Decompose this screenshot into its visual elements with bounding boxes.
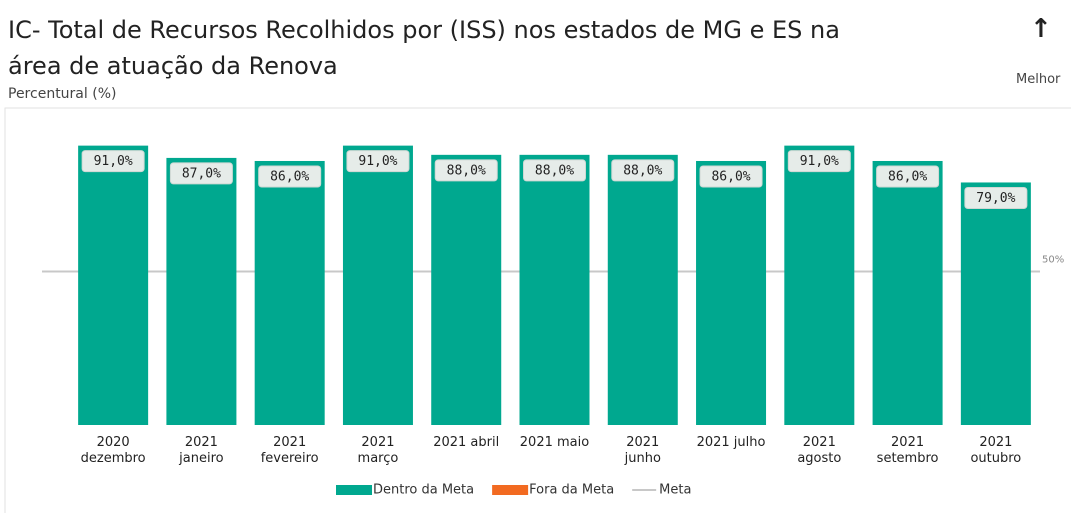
x-tick-label: 2020 dezembro: [80, 435, 146, 466]
bar: [254, 160, 325, 426]
label-box: [699, 165, 763, 188]
x-tick-label: 2021 fevereiro: [260, 435, 319, 466]
legend-swatch: [492, 485, 529, 495]
bar: [960, 182, 1031, 425]
label-box: [81, 150, 145, 173]
data-label: 87,0%: [182, 166, 221, 181]
x-tick-label: 2021 março: [357, 435, 399, 466]
bar: [519, 154, 590, 425]
data-label: 91,0%: [358, 154, 397, 169]
x-tick-label: 2021 junho: [624, 435, 661, 466]
direction-arrow: ↑: [1030, 14, 1052, 44]
data-label: 91,0%: [94, 154, 133, 169]
data-label: 88,0%: [447, 163, 486, 178]
label-box: [611, 159, 675, 182]
data-label: 88,0%: [623, 163, 662, 178]
legend-label: Dentro da Meta: [373, 483, 474, 498]
bar: [784, 145, 855, 425]
legend-label: Fora da Meta: [529, 483, 614, 498]
bar: [872, 160, 943, 426]
data-label: 79,0%: [976, 191, 1015, 206]
label-box: [964, 186, 1028, 209]
bar: [166, 157, 237, 425]
x-tick-label: 2021 janeiro: [179, 435, 224, 466]
x-tick-label: 2021 julho: [696, 435, 766, 450]
label-box: [787, 150, 851, 173]
label-box: [523, 159, 586, 182]
x-tick-label: 2021 maio: [519, 435, 590, 450]
bar: [696, 160, 767, 426]
legend-label: Meta: [659, 483, 691, 498]
data-label: 88,0%: [535, 163, 574, 178]
bar: [607, 154, 678, 425]
chart-frame: [4, 107, 1071, 513]
data-label: 91,0%: [800, 154, 839, 169]
direction-label: Melhor: [1016, 72, 1061, 87]
label-box: [258, 165, 322, 188]
data-label: 86,0%: [711, 169, 750, 184]
bar: [342, 145, 413, 425]
legend-swatch: [336, 485, 372, 495]
label-box: [876, 165, 940, 188]
data-label: 86,0%: [270, 169, 309, 184]
x-tick-label: 2021 setembro: [876, 435, 939, 466]
chart-title: IC- Total de Recursos Recolhidos por (IS…: [8, 16, 840, 80]
subtitle: Percentural (%): [8, 86, 117, 102]
label-box: [346, 150, 410, 173]
label-box: [169, 162, 233, 185]
bar: [78, 145, 149, 425]
bar: [431, 154, 502, 425]
label-box: [434, 159, 498, 182]
data-label: 86,0%: [888, 169, 927, 184]
x-tick-label: 2021 outubro: [970, 435, 1022, 466]
meta-label: 50%: [1042, 255, 1064, 266]
x-tick-label: 2021 abril: [433, 435, 500, 450]
x-tick-label: 2021 agosto: [797, 435, 842, 466]
